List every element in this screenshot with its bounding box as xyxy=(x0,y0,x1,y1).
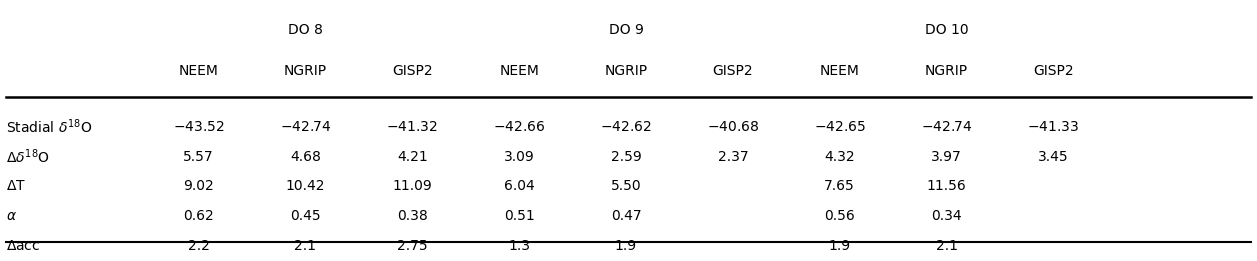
Text: GISP2: GISP2 xyxy=(392,64,432,78)
Text: 4.21: 4.21 xyxy=(397,150,427,164)
Text: 10.42: 10.42 xyxy=(285,179,326,193)
Text: $-$41.32: $-$41.32 xyxy=(386,120,439,134)
Text: 2.1: 2.1 xyxy=(294,239,317,253)
Text: 4.68: 4.68 xyxy=(290,150,321,164)
Text: DO 9: DO 9 xyxy=(608,23,644,37)
Text: 11.09: 11.09 xyxy=(392,179,432,193)
Text: DO 10: DO 10 xyxy=(925,23,968,37)
Text: 1.9: 1.9 xyxy=(828,239,851,253)
Text: 6.04: 6.04 xyxy=(504,179,534,193)
Text: 2.75: 2.75 xyxy=(397,239,427,253)
Text: 2.59: 2.59 xyxy=(611,150,641,164)
Text: $-$42.74: $-$42.74 xyxy=(921,120,972,134)
Text: NEEM: NEEM xyxy=(820,64,860,78)
Text: $\alpha$: $\alpha$ xyxy=(6,209,18,223)
Text: DO 8: DO 8 xyxy=(288,23,323,37)
Text: 2.2: 2.2 xyxy=(187,239,210,253)
Text: $\Delta\delta^{18}$O: $\Delta\delta^{18}$O xyxy=(6,147,50,166)
Text: $-$43.52: $-$43.52 xyxy=(172,120,225,134)
Text: Stadial $\delta^{18}$O: Stadial $\delta^{18}$O xyxy=(6,118,93,136)
Text: $-$42.66: $-$42.66 xyxy=(493,120,546,134)
Text: 3.45: 3.45 xyxy=(1038,150,1068,164)
Text: 0.38: 0.38 xyxy=(397,209,427,223)
Text: NGRIP: NGRIP xyxy=(284,64,327,78)
Text: $-$42.62: $-$42.62 xyxy=(600,120,652,134)
Text: 3.97: 3.97 xyxy=(931,150,962,164)
Text: 9.02: 9.02 xyxy=(184,179,214,193)
Text: 3.09: 3.09 xyxy=(504,150,534,164)
Text: NEEM: NEEM xyxy=(499,64,539,78)
Text: 5.50: 5.50 xyxy=(611,179,641,193)
Text: 2.37: 2.37 xyxy=(718,150,748,164)
Text: $\Delta$acc: $\Delta$acc xyxy=(6,239,40,253)
Text: 0.51: 0.51 xyxy=(504,209,534,223)
Text: NGRIP: NGRIP xyxy=(925,64,968,78)
Text: GISP2: GISP2 xyxy=(1033,64,1073,78)
Text: 7.65: 7.65 xyxy=(825,179,855,193)
Text: 0.34: 0.34 xyxy=(931,209,962,223)
Text: $-$41.33: $-$41.33 xyxy=(1027,120,1080,134)
Text: 2.1: 2.1 xyxy=(935,239,958,253)
Text: $-$42.74: $-$42.74 xyxy=(280,120,331,134)
Text: 5.57: 5.57 xyxy=(184,150,214,164)
Text: 0.56: 0.56 xyxy=(825,209,855,223)
Text: 4.32: 4.32 xyxy=(825,150,855,164)
Text: 0.47: 0.47 xyxy=(611,209,641,223)
Text: 0.45: 0.45 xyxy=(290,209,321,223)
Text: $-$42.65: $-$42.65 xyxy=(813,120,866,134)
Text: $\Delta$T: $\Delta$T xyxy=(6,179,26,193)
Text: 1.3: 1.3 xyxy=(508,239,530,253)
Text: NGRIP: NGRIP xyxy=(605,64,647,78)
Text: $-$40.68: $-$40.68 xyxy=(706,120,759,134)
Text: 11.56: 11.56 xyxy=(926,179,967,193)
Text: 1.9: 1.9 xyxy=(615,239,637,253)
Text: GISP2: GISP2 xyxy=(713,64,753,78)
Text: 0.62: 0.62 xyxy=(184,209,214,223)
Text: NEEM: NEEM xyxy=(178,64,219,78)
